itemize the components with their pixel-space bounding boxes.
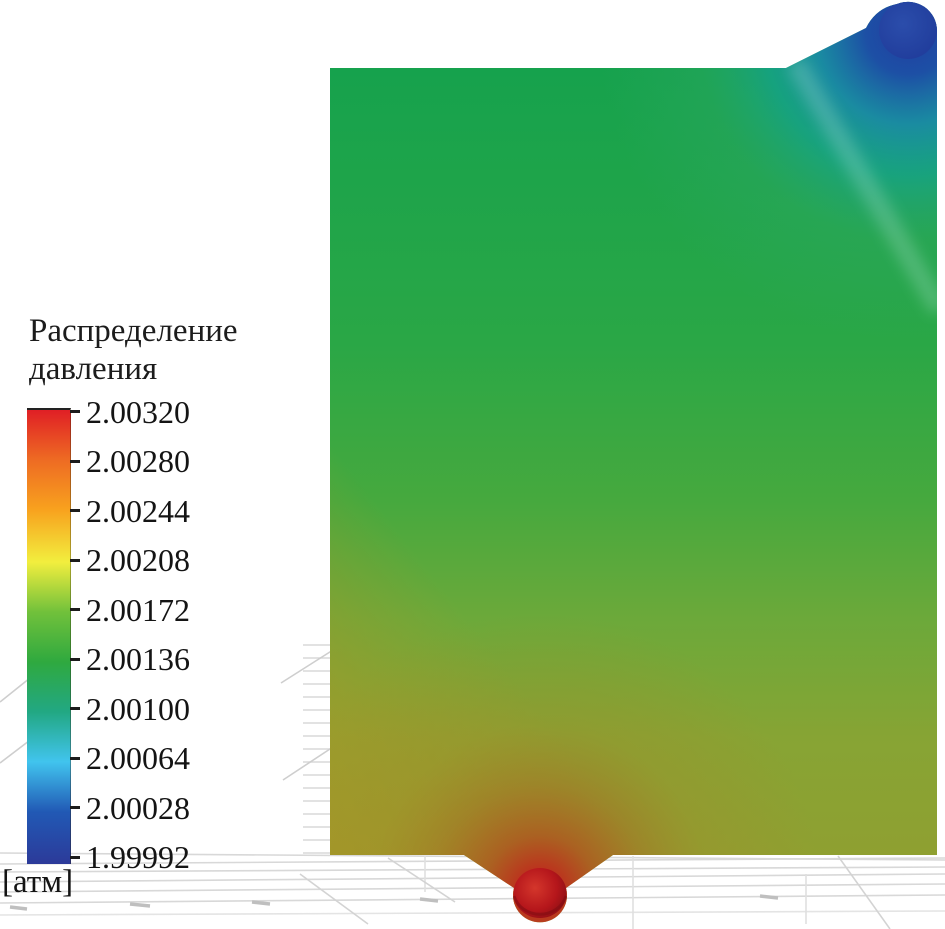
colorbar-label: 2.00244 [86,493,190,529]
legend-title-line2: давления [29,351,158,387]
colorbar-label: 2.00208 [86,542,190,578]
colorbar-label: 2.00280 [86,443,190,479]
legend-title: Распределение давления [29,312,238,388]
colorbar-tick [70,410,80,413]
outlet-boss [879,1,937,59]
colorbar-label: 2.00028 [86,790,190,826]
colorbar-tick [70,757,80,760]
colorbar-legend: Распределение давления 2.00320 2.00280 2… [0,0,300,929]
legend-title-line1: Распределение [29,313,238,349]
colorbar-label: 1.99992 [86,839,190,875]
colorbar-label: 2.00100 [86,691,190,727]
colorbar-label: 2.00064 [86,740,190,776]
colorbar-tick [70,608,80,611]
colorbar-tick [70,559,80,562]
colorbar-tick [70,509,80,512]
colorbar-tick [70,460,80,463]
inlet-boss [513,868,567,918]
inlet-rim-shadow [512,895,568,916]
colorbar-label: 2.00320 [86,394,190,430]
contour-field [330,1,938,923]
colorbar-tick [70,856,80,859]
colorbar-tick [70,658,80,661]
colorbar-unit: [атм] [2,864,74,900]
specular-streak [786,56,938,316]
colorbar-tick [70,806,80,809]
colorbar-label: 2.00136 [86,641,190,677]
colorbar-gradient [27,408,71,864]
colorbar-label: 2.00172 [86,592,190,628]
colorbar-tick [70,707,80,710]
